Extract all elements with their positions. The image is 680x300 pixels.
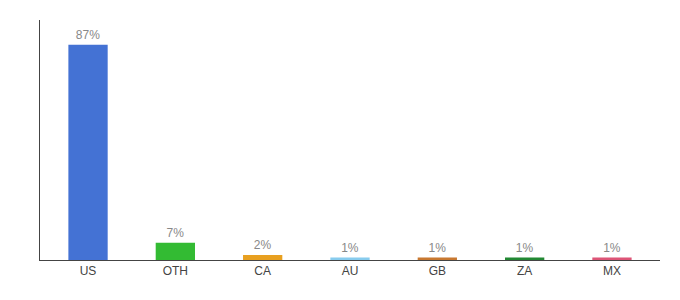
- svg-text:1%: 1%: [428, 241, 446, 255]
- svg-text:GB: GB: [429, 264, 446, 278]
- svg-text:1%: 1%: [603, 241, 621, 255]
- svg-text:87%: 87%: [76, 28, 100, 42]
- svg-text:US: US: [80, 264, 97, 278]
- svg-text:ZA: ZA: [517, 264, 532, 278]
- svg-text:AU: AU: [342, 264, 359, 278]
- svg-text:2%: 2%: [254, 238, 272, 252]
- svg-text:1%: 1%: [341, 241, 359, 255]
- svg-text:1%: 1%: [516, 241, 534, 255]
- svg-text:CA: CA: [254, 264, 271, 278]
- svg-text:MX: MX: [603, 264, 621, 278]
- svg-text:7%: 7%: [167, 226, 185, 240]
- svg-text:OTH: OTH: [163, 264, 188, 278]
